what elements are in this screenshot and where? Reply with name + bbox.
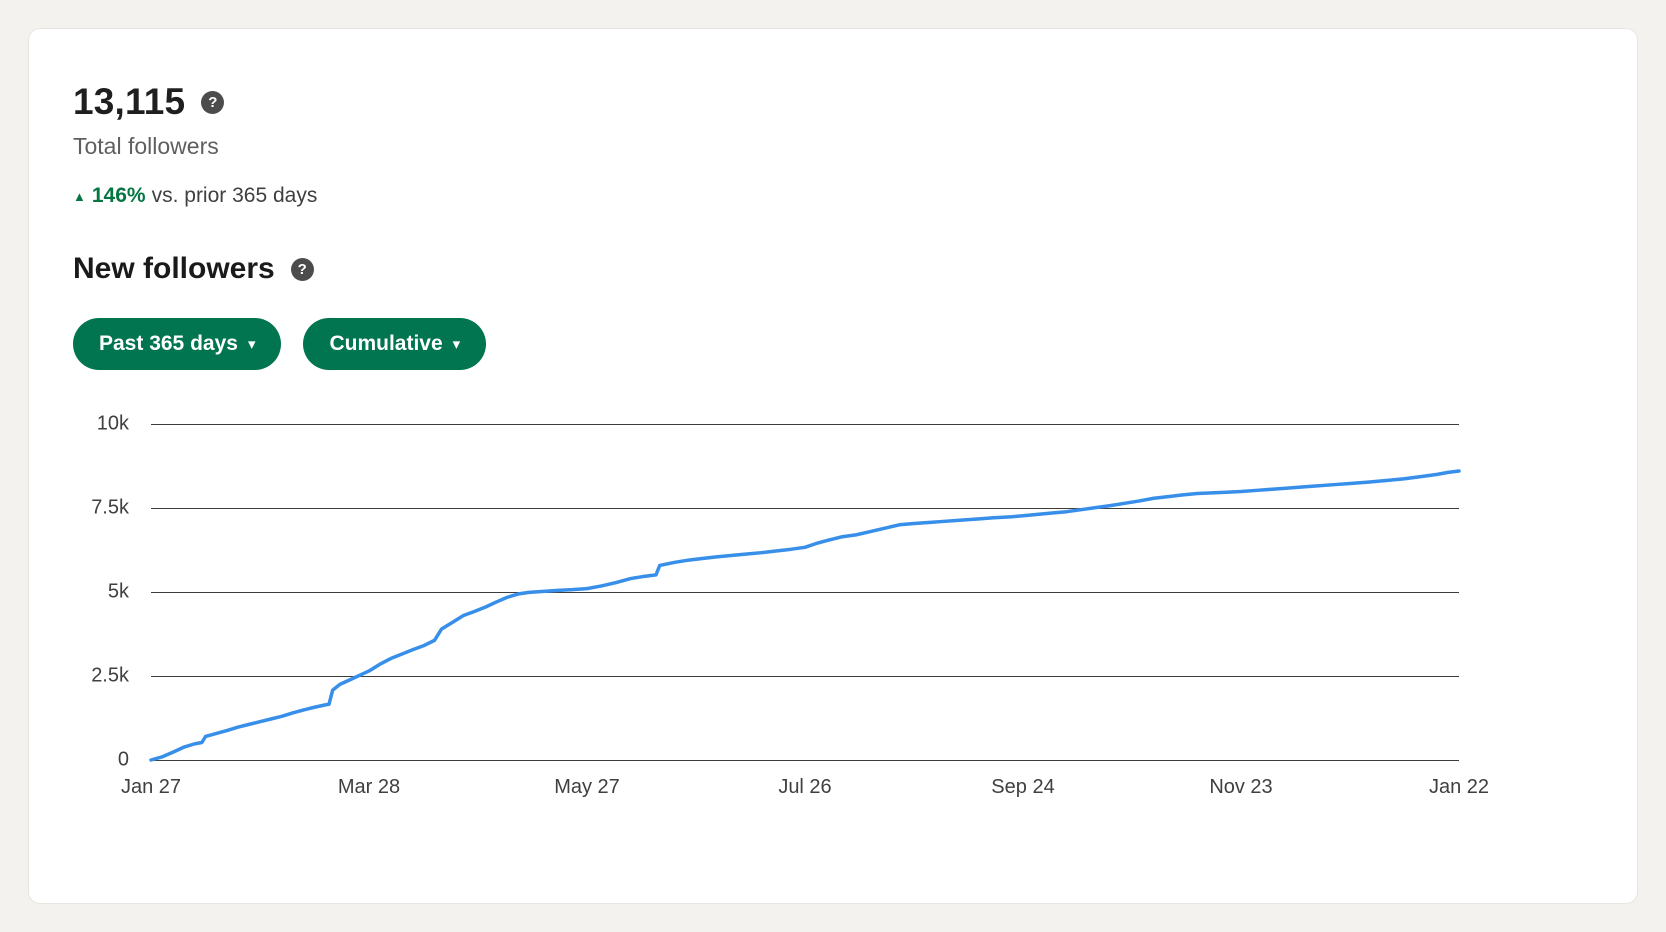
analytics-card: 13,115 ? Total followers ▲ 146% vs. prio… — [28, 28, 1638, 904]
time-range-label: Past 365 days — [99, 332, 238, 355]
gridline — [151, 592, 1459, 593]
total-followers-count: 13,115 — [73, 81, 186, 122]
y-axis-tick-label: 10k — [96, 412, 129, 435]
followers-summary: 13,115 ? Total followers ▲ 146% vs. prio… — [73, 81, 1593, 208]
y-axis-tick-label: 0 — [117, 748, 129, 771]
followers-change: ▲ 146% vs. prior 365 days — [73, 184, 1593, 208]
chevron-down-icon: ▾ — [247, 335, 256, 353]
y-axis-tick-label: 5k — [107, 580, 129, 603]
x-axis-tick-label: May 27 — [554, 776, 620, 798]
up-triangle-icon: ▲ — [73, 188, 86, 204]
y-axis-tick-label: 7.5k — [91, 496, 129, 519]
metric-type-dropdown[interactable]: Cumulative ▾ — [303, 318, 487, 370]
help-icon[interactable]: ? — [201, 90, 225, 114]
question-mark-glyph: ? — [297, 260, 307, 278]
total-followers-label: Total followers — [73, 133, 219, 159]
change-comparison-text: vs. prior 365 days — [151, 184, 318, 207]
x-axis-tick-label: Sep 24 — [991, 776, 1055, 798]
x-axis-tick-label: Jan 27 — [120, 776, 182, 798]
y-axis-tick-label: 2.5k — [91, 664, 129, 687]
plot-area — [151, 424, 1459, 761]
x-axis-tick-label: Nov 23 — [1209, 776, 1273, 798]
y-axis: 0 2.5k 5k 7.5k 10k — [73, 413, 151, 771]
line-chart-svg — [151, 424, 1459, 760]
time-range-dropdown[interactable]: Past 365 days ▾ — [73, 318, 282, 370]
section-header: New followers ? — [73, 252, 1593, 286]
chart-filters: Past 365 days ▾ Cumulative ▾ — [73, 318, 1593, 370]
x-axis-tick-label: Jan 22 — [1428, 776, 1490, 798]
followers-chart: 0 2.5k 5k 7.5k 10k Jan 27 Mar 28 May 27 Jul 26 S… — [73, 413, 1593, 806]
section-title: New followers — [73, 252, 275, 285]
chevron-down-icon: ▾ — [452, 335, 461, 353]
change-percentage: 146% — [91, 184, 146, 207]
help-icon[interactable]: ? — [290, 257, 314, 281]
gridline — [151, 508, 1459, 509]
metric-type-label: Cumulative — [329, 332, 443, 355]
gridline — [151, 760, 1459, 761]
gridline — [151, 676, 1459, 677]
plot-column: Jan 27 Mar 28 May 27 Jul 26 Sep 24 Nov 23 Jan … — [121, 424, 1489, 806]
cumulative-line — [151, 471, 1459, 760]
question-mark-glyph: ? — [208, 93, 218, 111]
x-axis-tick-label: Mar 28 — [337, 776, 401, 798]
gridline — [151, 424, 1459, 425]
x-axis: Jan 27 Mar 28 May 27 Jul 26 Sep 24 Nov 23 Jan … — [121, 760, 1489, 806]
x-axis-tick-label: Jul 26 — [778, 776, 832, 798]
